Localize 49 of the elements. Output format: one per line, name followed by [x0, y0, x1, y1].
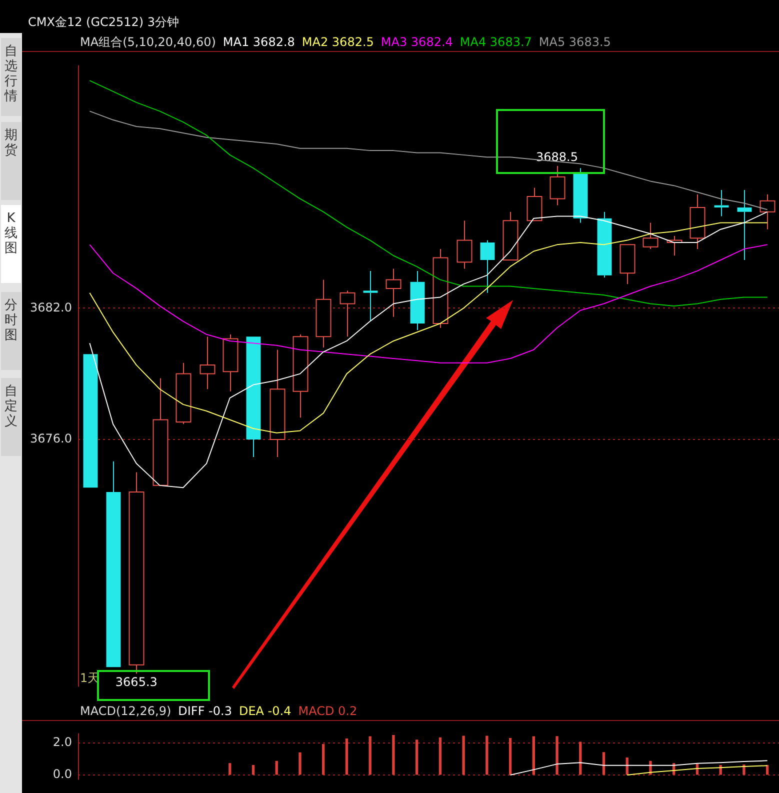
- bar: [322, 744, 325, 775]
- candlestick: [246, 336, 261, 458]
- bar: [252, 765, 255, 775]
- bar: [556, 736, 558, 775]
- candlestick: [573, 168, 588, 224]
- bar: [602, 752, 606, 775]
- bar: [462, 736, 465, 775]
- text: 自定义: [1, 378, 21, 456]
- bar: [415, 740, 418, 775]
- bar: [486, 736, 488, 775]
- chart-title: MACD(12,26,9): [80, 704, 172, 718]
- candlestick: [597, 211, 612, 278]
- series-label: MACD 0.2: [298, 704, 358, 718]
- bar: [368, 736, 372, 775]
- text: MA4 3683.7: [460, 35, 532, 49]
- text: 自选行情: [1, 38, 21, 116]
- chart-title: CMX金12 (GC2512) 3分钟: [28, 14, 180, 31]
- bar: [298, 752, 302, 775]
- candlestick: [410, 270, 425, 331]
- text: 分时图: [1, 292, 21, 370]
- candlestick: [737, 189, 752, 260]
- y-tick-label: 3676.0: [30, 432, 72, 446]
- bar: [766, 765, 769, 775]
- candlestick: [106, 460, 121, 668]
- text: MA2 3682.5: [302, 35, 374, 49]
- annotation: 3665.3: [115, 674, 158, 689]
- text: K线图: [1, 205, 21, 283]
- text: DEA -0.4: [238, 704, 292, 718]
- y-tick-label: 2.0: [52, 734, 72, 749]
- y-tick-label: 3682.0: [30, 300, 72, 314]
- text: 期货: [1, 122, 21, 200]
- annotation: 3688.5: [536, 150, 578, 164]
- bar: [345, 738, 348, 775]
- candlestick: [480, 240, 495, 294]
- bar: [532, 736, 535, 775]
- candlestick: [363, 270, 378, 322]
- text: MA5 3683.5: [538, 35, 611, 49]
- text: MA1 3682.8: [222, 35, 295, 49]
- text: MA3 3682.4: [380, 35, 453, 49]
- bar: [579, 742, 582, 775]
- bar: [508, 738, 512, 775]
- legend-title: MA组合(5,10,20,40,60): [80, 35, 216, 49]
- bar: [742, 764, 746, 775]
- bar: [228, 763, 232, 775]
- bar: [392, 734, 395, 775]
- bar: [275, 760, 278, 775]
- y-tick-label: 0.0: [52, 767, 72, 782]
- text: DIFF -0.3: [178, 704, 232, 718]
- bar: [438, 737, 442, 775]
